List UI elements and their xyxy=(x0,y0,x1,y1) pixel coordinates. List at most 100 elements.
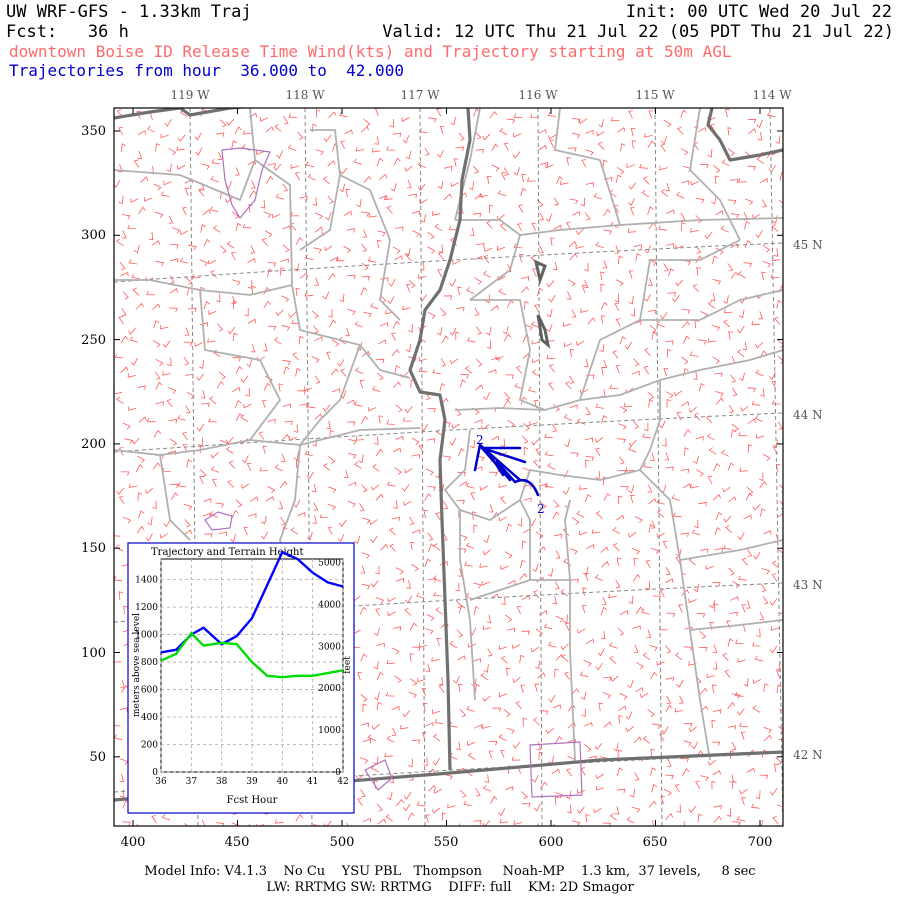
wind-barb xyxy=(538,129,547,134)
wind-barb xyxy=(407,812,415,821)
wind-barb xyxy=(743,678,749,687)
wind-barb xyxy=(482,724,491,729)
init-time: Init: 00 UTC Wed 20 Jul 22 xyxy=(625,2,892,22)
wind-barb xyxy=(576,228,585,236)
wind-barb xyxy=(210,452,219,459)
wind-barb xyxy=(327,273,336,281)
wind-barb xyxy=(658,420,666,429)
wind-barb xyxy=(751,320,760,326)
wind-barb xyxy=(427,231,435,240)
wind-barb xyxy=(303,386,312,391)
wind-barb xyxy=(167,357,172,367)
wind-barb xyxy=(723,319,731,328)
wind-barb xyxy=(371,723,380,731)
wind-barb xyxy=(488,369,497,374)
wind-barb xyxy=(581,708,586,718)
wind-barb xyxy=(554,792,564,799)
wind-barb xyxy=(405,283,411,293)
wind-barb xyxy=(476,326,482,335)
wind-barb xyxy=(403,792,412,800)
wind-barb xyxy=(666,348,672,358)
wind-barb xyxy=(674,784,680,793)
wind-barb xyxy=(474,419,483,424)
wind-barb xyxy=(120,335,129,344)
wind-barb xyxy=(418,367,428,373)
wind-barb xyxy=(712,582,721,587)
wind-barb xyxy=(706,673,715,679)
trajectory-from: 36.000 xyxy=(240,61,298,80)
wind-barb xyxy=(763,734,772,742)
wind-barb xyxy=(258,431,265,440)
wind-barb xyxy=(207,259,217,265)
wind-barb xyxy=(713,815,722,823)
wind-barb xyxy=(368,213,378,218)
wind-barb xyxy=(580,197,585,207)
wind-barb xyxy=(203,300,210,310)
wind-barb xyxy=(267,262,277,267)
wind-barb xyxy=(455,146,465,152)
wind-barb xyxy=(688,805,697,813)
wind-barb xyxy=(596,785,605,791)
wind-barb xyxy=(617,255,624,265)
wind-barb xyxy=(282,403,291,409)
wind-barb xyxy=(118,164,123,173)
wind-barb xyxy=(576,789,586,794)
wind-barb xyxy=(160,133,169,139)
wind-barb xyxy=(601,415,608,424)
wind-barb xyxy=(683,740,692,747)
wind-barb xyxy=(479,485,488,491)
wind-barb xyxy=(754,655,764,662)
wind-barb xyxy=(218,371,226,380)
wind-barb xyxy=(553,224,562,230)
wind-barb xyxy=(731,693,741,699)
wind-barb xyxy=(329,429,335,439)
wind-barb xyxy=(340,368,347,377)
wind-barb xyxy=(681,180,690,185)
wind-barb xyxy=(681,589,690,596)
oregon-washington-border xyxy=(114,108,251,120)
wind-barb xyxy=(298,335,304,345)
wind-barb xyxy=(458,448,465,457)
wind-barb xyxy=(395,798,404,806)
wind-barb xyxy=(322,291,330,300)
wind-barb xyxy=(330,368,339,376)
wind-barb xyxy=(313,823,320,826)
wind-barb xyxy=(579,530,588,536)
wind-barb xyxy=(138,206,146,215)
wind-barb xyxy=(572,210,581,216)
inset-y-right-tick-label: 3000 xyxy=(318,642,341,652)
wind-barb xyxy=(704,231,713,240)
wind-barb xyxy=(273,163,282,171)
wind-barb xyxy=(194,342,203,348)
wind-barb xyxy=(633,557,638,567)
wind-barb xyxy=(200,223,206,233)
wind-barb xyxy=(428,117,437,123)
wind-barb xyxy=(389,118,394,128)
wind-barb xyxy=(609,642,618,649)
wind-barb xyxy=(486,220,493,229)
wind-barb xyxy=(279,480,288,489)
wind-barb xyxy=(293,499,301,508)
wind-barb xyxy=(297,512,306,517)
wind-barb xyxy=(422,702,428,712)
wind-barb xyxy=(500,749,505,758)
wind-barb xyxy=(488,204,494,214)
wind-barb xyxy=(245,388,250,397)
wind-barb xyxy=(227,326,235,335)
wind-barb xyxy=(546,308,553,318)
wind-barb xyxy=(234,399,242,409)
wind-barb xyxy=(151,240,161,246)
wind-barb xyxy=(658,225,667,231)
wind-barb xyxy=(335,256,345,262)
wind-barb xyxy=(595,447,601,457)
wind-barb xyxy=(612,527,621,535)
wind-barb xyxy=(122,821,131,826)
wind-barb xyxy=(394,255,403,261)
wind-barb xyxy=(246,462,252,472)
wind-barb xyxy=(235,412,243,421)
wind-barb xyxy=(742,341,747,351)
wind-barb xyxy=(215,502,225,508)
wind-barb xyxy=(128,406,137,411)
wind-barb xyxy=(315,149,324,156)
wind-barb xyxy=(647,391,655,400)
